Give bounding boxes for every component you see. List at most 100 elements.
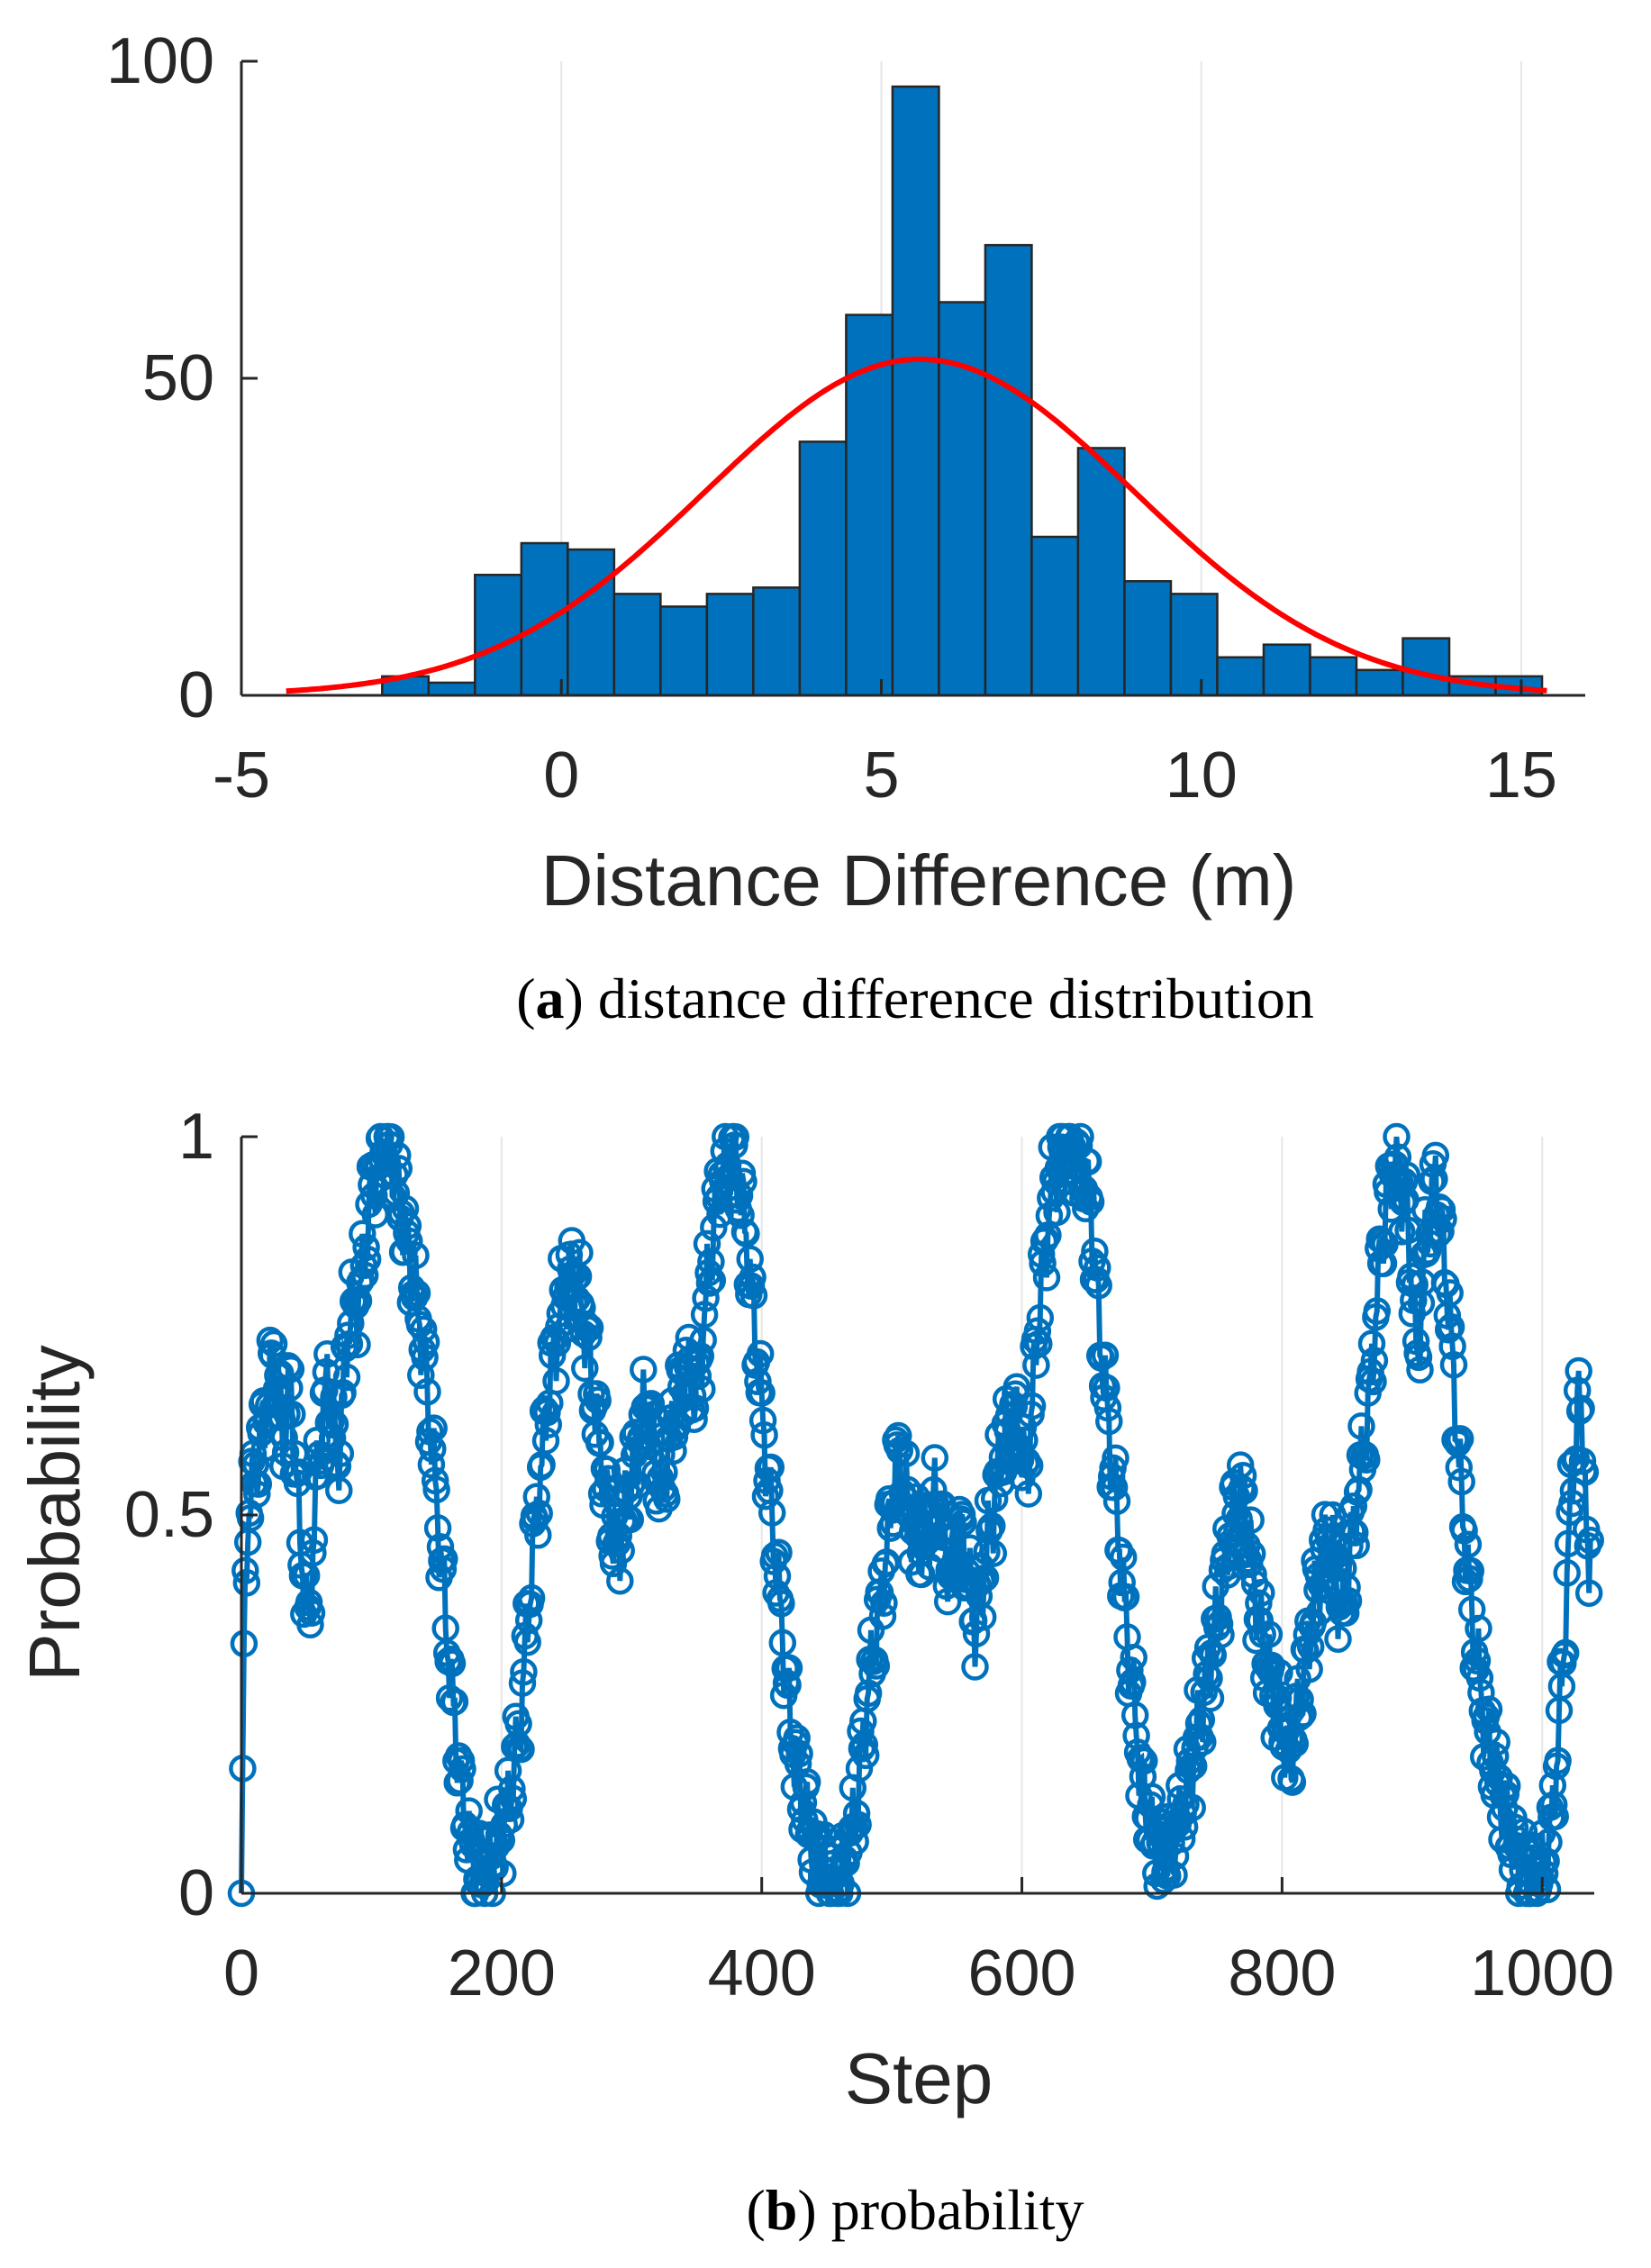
b-marker [1402, 1327, 1430, 1356]
a-bar [659, 605, 709, 697]
b-marker [1245, 1589, 1273, 1618]
b-marker [507, 1735, 535, 1764]
b-marker [1483, 1728, 1510, 1756]
a-bar [705, 593, 755, 697]
b-marker [584, 1386, 612, 1415]
b-marker [413, 1377, 441, 1406]
b-marker [1074, 1148, 1102, 1176]
b-marker [1454, 1530, 1483, 1558]
b-marker [1100, 1474, 1129, 1501]
b-marker [1014, 1480, 1043, 1508]
b-marker [1190, 1678, 1218, 1707]
b-marker [542, 1367, 570, 1395]
b-marker [979, 1539, 1008, 1567]
b-marker [402, 1241, 430, 1270]
b-marker [395, 1227, 423, 1256]
b-marker [394, 1211, 422, 1240]
b-marker [692, 1284, 720, 1312]
b-marker [508, 1669, 537, 1697]
b-marker [1066, 1122, 1094, 1151]
b-marker [1247, 1579, 1275, 1607]
a-bar [1402, 637, 1451, 697]
b-marker [1383, 1122, 1411, 1151]
b-marker [1084, 1254, 1111, 1282]
a-normal-fit-curve [286, 356, 1547, 694]
b-marker [968, 1603, 997, 1631]
b-marker [775, 1654, 803, 1683]
b-marker [353, 1245, 382, 1274]
b-marker [259, 1329, 288, 1358]
b-marker [920, 1476, 948, 1504]
b-marker [1357, 1329, 1386, 1358]
b-marker [236, 1504, 265, 1532]
b-marker [1189, 1728, 1217, 1756]
b-marker [1439, 1350, 1468, 1379]
b-marker [525, 1499, 553, 1528]
b-marker [949, 1509, 977, 1537]
b-marker [663, 1412, 692, 1441]
b-marker [684, 1362, 712, 1391]
b-marker [1567, 1394, 1595, 1423]
b-marker [757, 1499, 786, 1527]
probability-chart: 0 200 400 600 800 1000 00.51 Step Probability… [14, 1101, 1614, 2242]
b-marker [841, 1828, 869, 1855]
b-marker [1196, 1684, 1225, 1712]
b-marker [431, 1545, 458, 1574]
b-marker [409, 1315, 438, 1344]
b-marker [1538, 1771, 1567, 1800]
a-bar [474, 573, 523, 697]
a-y-tick-labels: 0 50 100 [106, 25, 214, 731]
b-marker [680, 1405, 708, 1433]
b-marker [1161, 1842, 1190, 1870]
b-marker [693, 1229, 721, 1258]
b-marker [721, 1123, 750, 1151]
b-marker [423, 1514, 452, 1542]
b-marker [350, 1261, 379, 1290]
b-marker [1084, 1271, 1112, 1300]
a-bar [845, 313, 894, 697]
b-marker [695, 1269, 724, 1297]
b-marker [870, 1589, 898, 1617]
b-marker [1023, 1317, 1052, 1346]
a-x-tick-label: 10 [1166, 739, 1238, 812]
a-x-tick-labels: -5 0 5 10 15 [213, 739, 1557, 812]
b-marker [297, 1599, 326, 1627]
b-marker [933, 1587, 962, 1616]
b-y-tick-label: 0 [178, 1857, 214, 1929]
b-marker [496, 1805, 525, 1834]
b-marker [1438, 1332, 1466, 1360]
b-marker [384, 1141, 412, 1170]
b-marker [793, 1768, 821, 1796]
b-marker [329, 1378, 357, 1407]
b-marker [419, 1435, 447, 1463]
b-marker [1238, 1539, 1266, 1568]
b-marker [1034, 1221, 1062, 1249]
b-marker [964, 1570, 992, 1599]
b-marker [296, 1610, 324, 1639]
b-x-tick-label: 200 [448, 1937, 556, 2009]
b-marker [1286, 1685, 1314, 1714]
b-axes [240, 1135, 1594, 1895]
b-marker [411, 1343, 439, 1372]
b-marker [690, 1301, 719, 1329]
b-marker [449, 1755, 476, 1783]
b-marker [1533, 1875, 1562, 1904]
b-marker [325, 1476, 353, 1504]
b-marker [1465, 1614, 1492, 1643]
b-marker [1421, 1141, 1450, 1170]
b-marker [517, 1583, 546, 1612]
b-marker [1102, 1444, 1129, 1473]
b-marker [961, 1653, 989, 1681]
b-y-axis-label: Probability [14, 1345, 95, 1682]
b-marker [1445, 1453, 1474, 1482]
b-marker [1532, 1847, 1560, 1875]
b-marker [1081, 1238, 1109, 1266]
b-marker [1558, 1489, 1586, 1518]
a-bar [1355, 668, 1404, 697]
b-x-tick-label: 1000 [1470, 1937, 1614, 2009]
a-bar [1309, 656, 1358, 697]
b-marker [407, 1361, 435, 1389]
b-marker [1436, 1279, 1464, 1307]
b-marker [1474, 1695, 1503, 1724]
